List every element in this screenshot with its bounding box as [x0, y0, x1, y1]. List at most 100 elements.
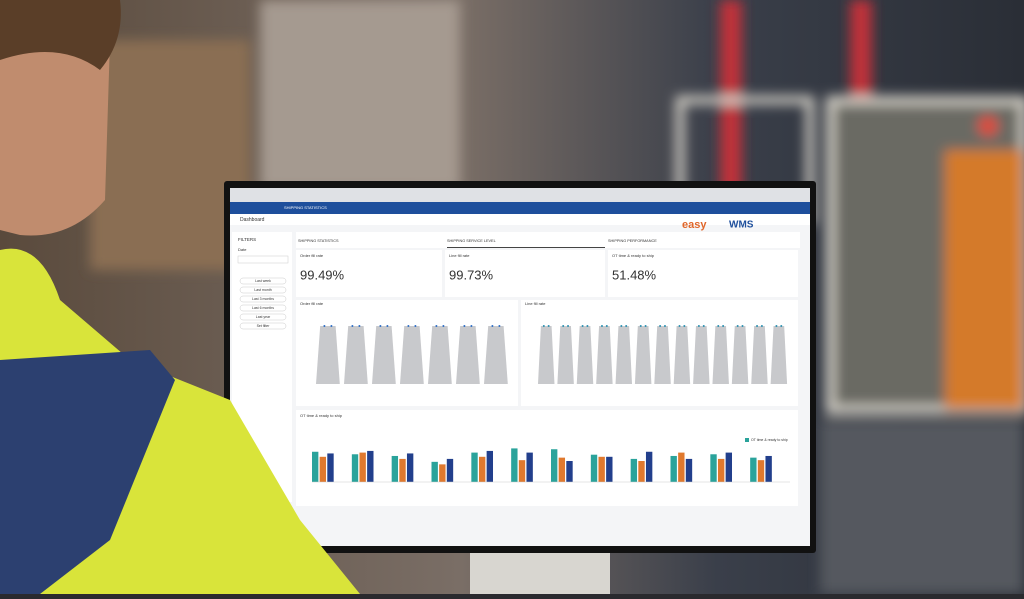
- area-dot: [625, 325, 628, 327]
- section-title: SHIPPING STATISTICS: [284, 205, 327, 210]
- area-dot: [463, 325, 466, 327]
- filter-button[interactable]: [239, 277, 287, 285]
- area-shape: [372, 326, 396, 384]
- area-dot: [644, 325, 647, 327]
- bar: [638, 461, 645, 482]
- area-dot: [323, 325, 326, 327]
- warehouse: [90, 0, 1024, 594]
- area-dot: [386, 325, 389, 327]
- bar: [351, 454, 359, 482]
- area-shape: [654, 326, 671, 384]
- bar: [312, 451, 319, 482]
- date-label: Date: [238, 247, 247, 252]
- chart-title: Line fill rate: [525, 301, 546, 306]
- area-dot: [683, 325, 686, 327]
- area-shape: [344, 326, 368, 384]
- worker-head: [0, 20, 110, 236]
- area-shape: [693, 326, 710, 384]
- filter-label: Set filter: [257, 324, 271, 328]
- area-shape: [731, 326, 749, 384]
- bar: [590, 454, 598, 482]
- bar: [670, 455, 677, 482]
- bar: [526, 452, 533, 482]
- area-dot: [756, 325, 759, 327]
- area-shape: [770, 326, 788, 384]
- area-dot: [697, 325, 700, 327]
- area-dot: [567, 325, 570, 327]
- area-dot: [736, 325, 739, 327]
- area-shape: [456, 326, 480, 384]
- filter-button[interactable]: [239, 313, 287, 321]
- legend-label: OT time & ready to ship: [751, 438, 788, 442]
- area-shape: [484, 326, 508, 384]
- bar: [319, 456, 327, 482]
- browser-tabs: [230, 188, 810, 202]
- filter-button[interactable]: [239, 322, 287, 330]
- bar: [630, 458, 638, 482]
- area-dot: [542, 325, 545, 327]
- kpi-value: 99.73%: [449, 267, 494, 282]
- filter-button[interactable]: [239, 304, 287, 312]
- area-dot: [663, 325, 666, 327]
- area-shape: [428, 326, 452, 384]
- bar: [725, 452, 733, 482]
- area-dot: [358, 325, 361, 327]
- area-dot: [351, 325, 354, 327]
- area-dot: [414, 325, 417, 327]
- filter-label: Last 3 months: [252, 297, 274, 301]
- bar: [486, 450, 494, 482]
- filter-button[interactable]: [239, 286, 287, 294]
- kpi-card: [445, 250, 605, 297]
- bar: [558, 457, 566, 482]
- chart-title: OT time & ready to ship: [300, 413, 343, 418]
- subbar: [230, 214, 810, 225]
- kpi-value: 51.48%: [612, 267, 657, 282]
- bar: [710, 454, 717, 482]
- monitor-stand: [470, 548, 610, 594]
- area-dot: [330, 325, 333, 327]
- area-dot: [722, 325, 725, 327]
- area-dot: [491, 325, 494, 327]
- bar: [399, 458, 406, 482]
- bar: [598, 456, 605, 482]
- area-dot: [717, 325, 720, 327]
- date-select[interactable]: [237, 255, 289, 264]
- bar: [606, 456, 613, 482]
- logo-easy: easy: [682, 219, 707, 231]
- bar: [750, 457, 757, 482]
- area-dot: [659, 325, 662, 327]
- bar: [471, 452, 478, 482]
- area-shape: [615, 326, 633, 384]
- area-dot: [581, 325, 584, 327]
- bar: [478, 456, 486, 482]
- area-shape: [634, 326, 652, 384]
- bar: [551, 449, 558, 482]
- tab: SHIPPING SERVICE LEVEL: [447, 239, 496, 243]
- area-dot: [639, 325, 642, 327]
- area-shape: [712, 326, 729, 384]
- area-dot: [702, 325, 705, 327]
- filter-button[interactable]: [239, 295, 287, 303]
- area-shape: [673, 326, 691, 384]
- area-shape: [538, 326, 555, 384]
- bar: [406, 453, 414, 482]
- kpi-value: 99.49%: [300, 267, 345, 282]
- bar: [757, 460, 765, 482]
- area-dot: [586, 325, 589, 327]
- logo-wms: WMS: [729, 220, 754, 231]
- bar: [518, 460, 526, 482]
- area-dot: [741, 325, 744, 327]
- worker-hair: [0, 0, 121, 70]
- tab: SHIPPING STATISTICS: [298, 239, 339, 243]
- tab: SHIPPING PERFORMANCE: [608, 239, 657, 243]
- filter-label: Last 6 months: [252, 306, 274, 310]
- kpi-label: OT time & ready to ship: [612, 253, 655, 258]
- filter-label: Last week: [255, 279, 271, 283]
- filter-label: Last year: [256, 315, 271, 319]
- area-dot: [470, 325, 473, 327]
- bar: [645, 451, 653, 482]
- filter-label: Last month: [254, 288, 271, 292]
- area-dot: [678, 325, 681, 327]
- area-shape: [316, 326, 340, 384]
